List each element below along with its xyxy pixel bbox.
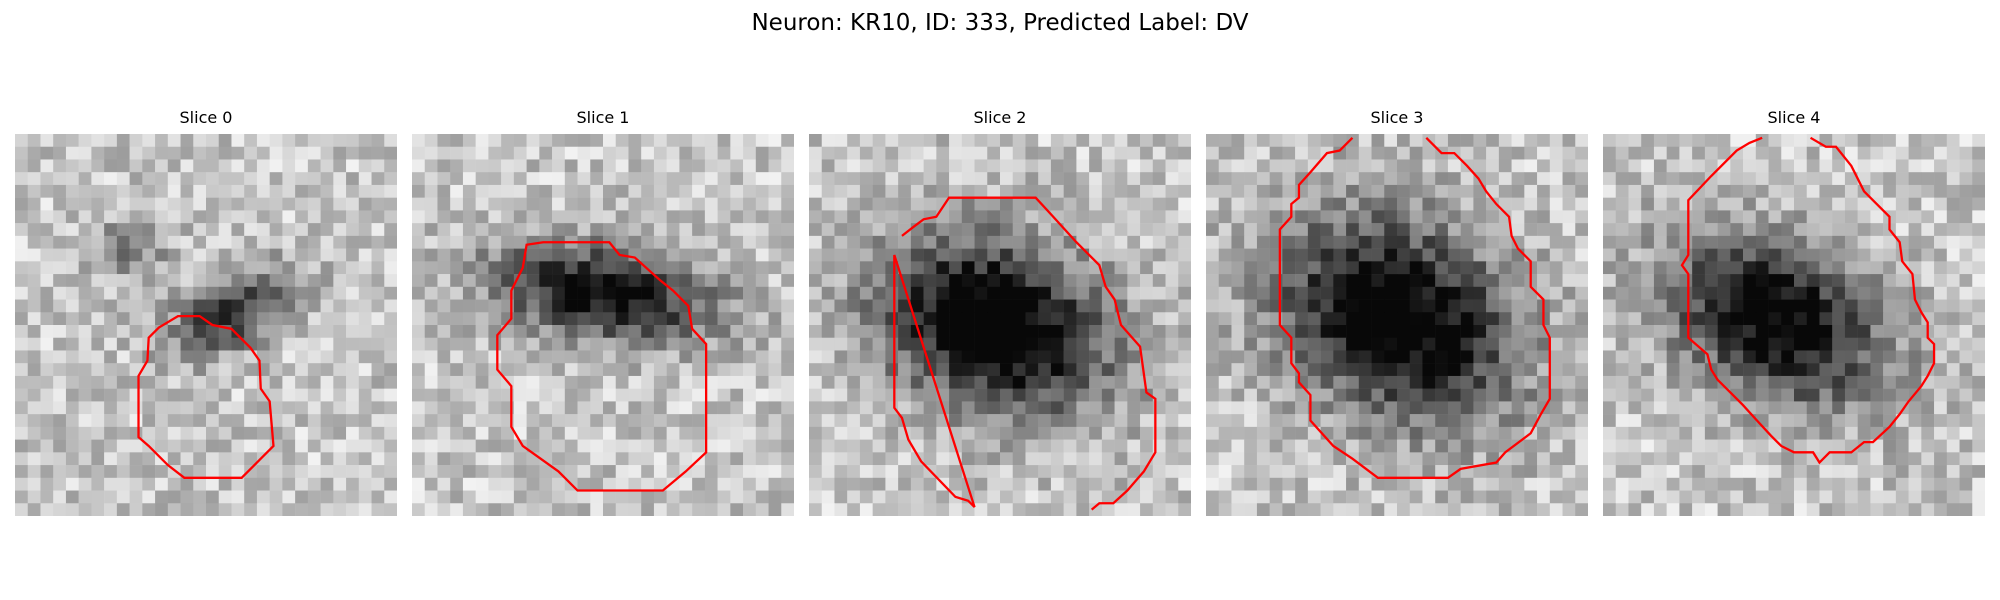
slice-title-2: Slice 2 — [973, 108, 1027, 127]
neuron-contour-4 — [1680, 136, 1936, 465]
neuron-contour-2 — [893, 196, 1157, 511]
slice-pixels-0 — [15, 134, 397, 516]
slice-image-4 — [1603, 134, 1985, 516]
slice-image-0 — [15, 134, 397, 516]
neuron-contour-1 — [496, 241, 708, 492]
slice-title-1: Slice 1 — [576, 108, 630, 127]
slice-title-4: Slice 4 — [1767, 108, 1821, 127]
slice-image-1 — [412, 134, 794, 516]
slice-title-0: Slice 0 — [179, 108, 233, 127]
figure-title: Neuron: KR10, ID: 333, Predicted Label: … — [751, 10, 1249, 36]
slice-title-3: Slice 3 — [1370, 108, 1424, 127]
slice-pixels-1 — [412, 134, 794, 516]
slice-pixels-3 — [1206, 134, 1588, 516]
slice-panels: Slice 0 Slice 1 Slice 2 Slice 3 Slice 4 — [15, 108, 1985, 520]
neuron-contour-0 — [137, 314, 275, 479]
neuron-contour-3 — [1278, 137, 1551, 479]
slice-image-2 — [809, 134, 1191, 516]
slice-pixels-2 — [809, 134, 1191, 516]
slice-image-3 — [1206, 134, 1588, 516]
